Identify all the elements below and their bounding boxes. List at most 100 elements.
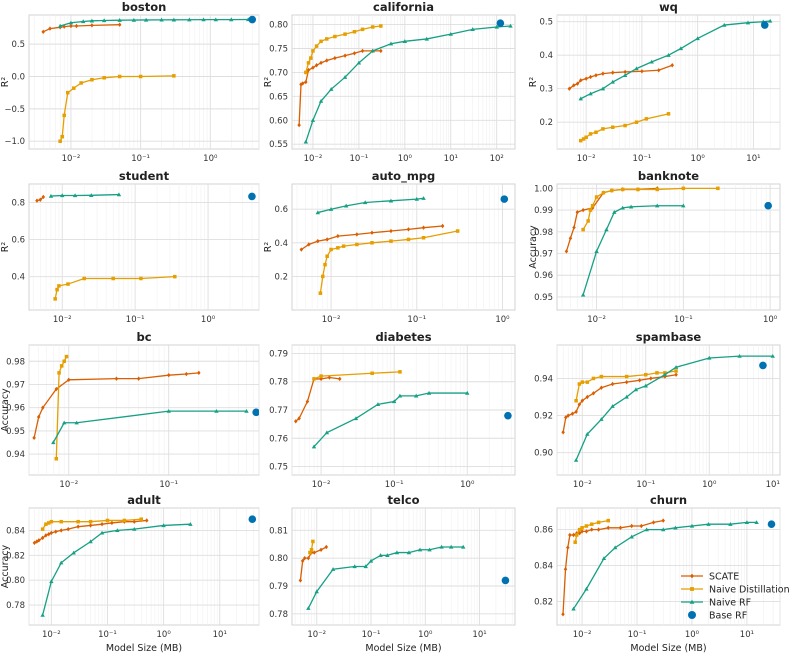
point-naive-rf: [424, 36, 429, 41]
point-naive-rf: [81, 19, 86, 24]
point-scate: [406, 227, 411, 232]
legend-marker: [689, 599, 695, 604]
series-layer: [297, 19, 513, 144]
point-scate: [110, 520, 114, 526]
legend-entry: Base RF: [688, 611, 747, 622]
point-naive-rf: [767, 18, 773, 23]
point-scate: [599, 385, 604, 390]
point-naive-distillation: [57, 371, 61, 375]
y-tick-label: 0.60: [269, 116, 288, 126]
y-tick-label: 0.95: [6, 427, 25, 437]
series-line-naive-rf: [42, 523, 191, 616]
point-naive-distillation: [336, 246, 340, 250]
point-naive-rf: [397, 393, 403, 398]
point-naive-distillation: [580, 526, 584, 530]
series-line-naive-rf: [582, 205, 684, 295]
point-naive-distillation: [44, 522, 48, 526]
y-tick-label: 0.4: [274, 239, 288, 249]
point-naive-rf: [421, 196, 426, 200]
point-naive-distillation: [105, 518, 110, 523]
point-naive-rf: [406, 550, 412, 555]
point-scate: [302, 555, 307, 561]
y-tick-label: −0.5: [4, 105, 25, 115]
point-naive-rf: [413, 393, 419, 398]
point-naive-rf: [89, 18, 95, 23]
point-naive-rf: [315, 210, 320, 215]
subplot-title: student: [119, 169, 170, 183]
y-tick-label: 0.82: [6, 551, 25, 561]
x-tick-label: 10¹: [472, 630, 486, 640]
plot-frame: [556, 183, 781, 311]
point-naive-distillation: [370, 241, 374, 245]
x-axis-label: Model Size (MB): [365, 643, 441, 654]
subplot-wq: 0.2 0.3 0.4 0.5 10⁻² 10⁻¹ 10⁰ 10¹ wq R²: [528, 0, 781, 164]
point-naive-rf: [600, 86, 606, 91]
point-scate: [561, 430, 565, 435]
point-scate: [567, 86, 572, 91]
point-naive-rf: [201, 17, 206, 22]
legend-entry: Naive RF: [681, 598, 751, 609]
point-naive-rf: [461, 544, 466, 549]
point-naive-rf: [629, 534, 634, 539]
subplot-title: adult: [127, 493, 161, 507]
x-tick-label: 10⁰: [418, 630, 433, 640]
point-scate: [48, 26, 52, 31]
point-base-rf: [248, 192, 256, 201]
point-naive-distillation: [90, 77, 94, 82]
point-scate: [314, 63, 319, 68]
point-naive-rf: [745, 20, 751, 25]
point-naive-rf: [594, 249, 599, 253]
subplot-spambase: 0.90 0.92 0.94 10⁻² 10⁻¹ 10⁰ 10¹ spambase: [534, 330, 781, 490]
y-tick-label: 0.81: [269, 526, 288, 536]
point-naive-rf: [610, 79, 615, 84]
series-layer: [567, 18, 773, 143]
subplot-student: 0.4 0.6 0.8 10⁻² 10⁻¹ 10⁰ student R²: [0, 169, 260, 325]
point-naive-distillation: [594, 195, 599, 199]
subplot-title: banknote: [638, 169, 699, 183]
point-naive-distillation: [584, 524, 589, 528]
point-scate: [298, 578, 303, 583]
point-naive-distillation: [82, 276, 86, 281]
point-scate: [325, 237, 329, 242]
point-naive-distillation: [352, 29, 357, 34]
x-tick-label: 10⁻¹: [385, 480, 404, 490]
point-naive-rf: [60, 193, 65, 198]
subplot-title: telco: [388, 493, 420, 507]
point-naive-distillation: [406, 237, 411, 242]
point-naive-distillation: [341, 244, 346, 248]
x-tick-label: 10⁰: [460, 480, 475, 490]
point-naive-rf: [426, 390, 432, 395]
point-naive-rf: [318, 98, 324, 103]
point-naive-distillation: [59, 519, 63, 524]
plot-frame: [291, 14, 516, 150]
legend-entry: Naive Distillation: [681, 585, 790, 596]
x-tick-label: 10¹: [746, 154, 760, 164]
point-scate: [355, 232, 359, 237]
point-scate: [670, 63, 674, 68]
point-scate: [575, 81, 580, 86]
y-tick-label: 0.95: [534, 293, 553, 303]
point-naive-rf: [707, 355, 712, 360]
series-line-naive-rf: [305, 25, 511, 143]
point-naive-rf: [644, 527, 649, 532]
point-naive-rf: [604, 227, 609, 232]
y-tick-label: 0.77: [269, 406, 288, 416]
x-tick-label: 10⁻¹: [636, 480, 655, 490]
point-scate: [656, 68, 661, 73]
y-tick-label: 0.3: [539, 85, 553, 95]
y-tick-label: 0.92: [534, 412, 553, 422]
y-tick-label: 0.97: [534, 250, 553, 260]
series-line-naive-rf: [580, 20, 771, 100]
y-axis-label: R²: [0, 77, 11, 88]
point-naive-distillation: [601, 190, 606, 195]
point-scate: [197, 370, 201, 376]
point-naive-rf: [132, 526, 137, 531]
point-naive-distillation: [586, 219, 590, 223]
point-naive-rf: [470, 27, 475, 32]
point-base-rf: [501, 576, 510, 585]
point-scate: [440, 223, 445, 229]
subplot-title: california: [373, 0, 434, 14]
point-naive-distillation: [172, 74, 176, 78]
point-scate: [640, 69, 644, 74]
point-naive-distillation: [389, 239, 393, 243]
